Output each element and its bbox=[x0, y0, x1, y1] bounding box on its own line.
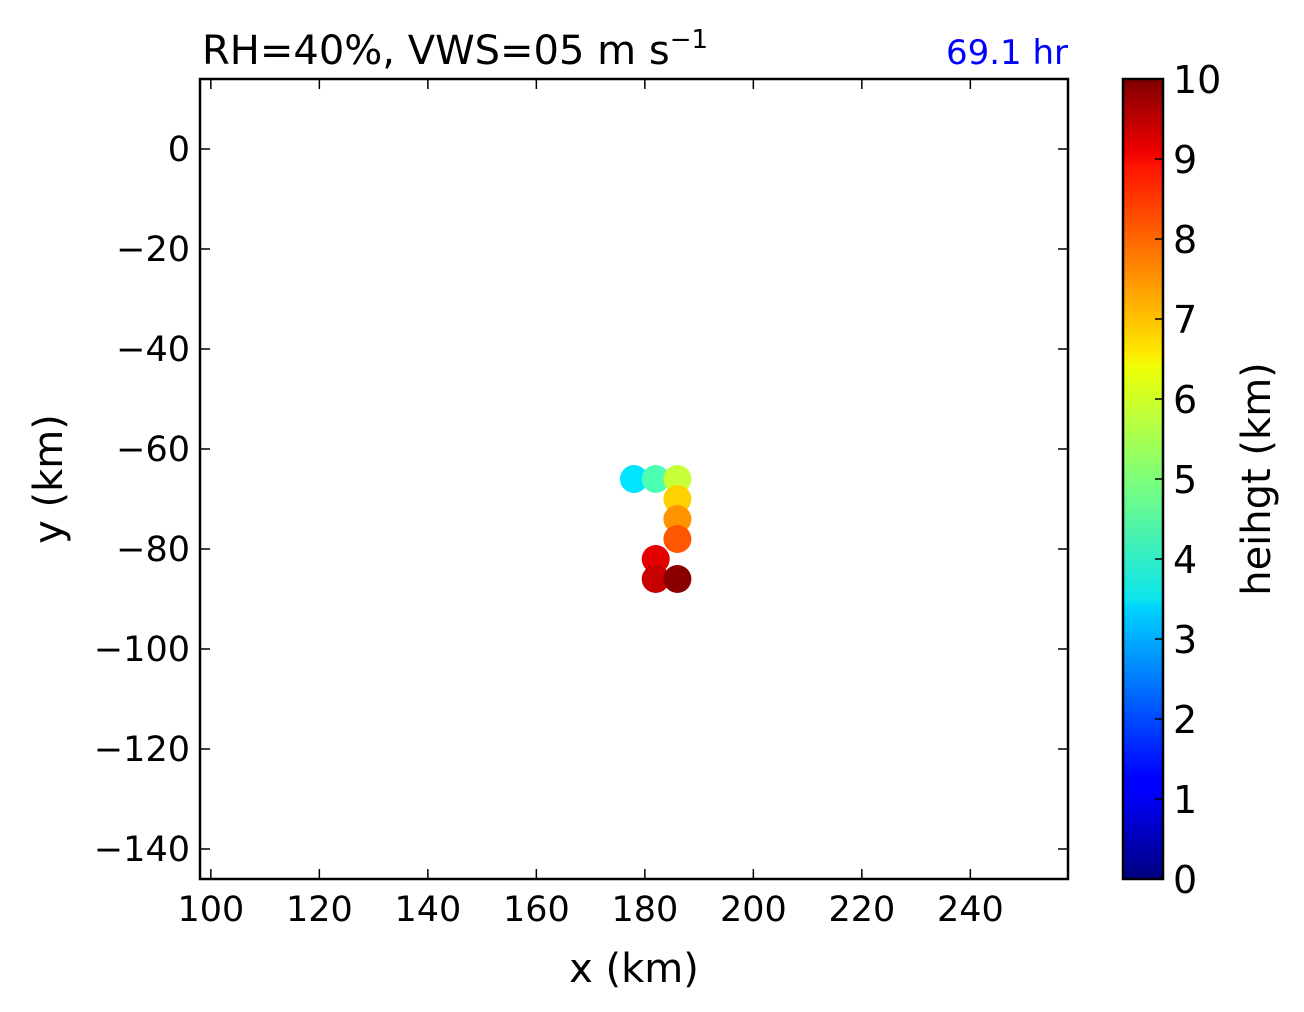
axis-ticks: 100 120 140 160 180 200 220 240 0 −20 −40 −60 −80 −10… bbox=[94, 79, 1068, 930]
colorbar-tick-label: 0 bbox=[1173, 858, 1197, 902]
scatter-point bbox=[641, 465, 670, 493]
chart-title: RH=40%, VWS=05 m s−1 bbox=[202, 25, 708, 74]
chart-title-main: RH=40%, VWS=05 m s bbox=[202, 28, 670, 74]
colorbar-ticks: 0 1 2 3 4 5 6 7 8 9 10 bbox=[1155, 58, 1221, 902]
y-tick-label: −80 bbox=[116, 530, 190, 570]
time-label: 69.1 hr bbox=[946, 33, 1068, 73]
scatter-points bbox=[620, 465, 692, 593]
colorbar: 0 1 2 3 4 5 6 7 8 9 10 heihgt (km) bbox=[1121, 58, 1280, 902]
x-tick-label: 200 bbox=[720, 890, 787, 930]
scatter-point bbox=[620, 465, 648, 493]
x-tick-label: 100 bbox=[177, 890, 244, 930]
x-axis-label: x (km) bbox=[569, 946, 699, 992]
scatter-point bbox=[641, 545, 670, 573]
y-tick-label: −120 bbox=[94, 730, 190, 770]
colorbar-tick-label: 10 bbox=[1173, 58, 1221, 102]
x-tick-label: 220 bbox=[828, 890, 895, 930]
scatter-point bbox=[663, 505, 692, 533]
colorbar-tick-label: 9 bbox=[1173, 138, 1197, 182]
y-tick-label: −20 bbox=[116, 230, 190, 270]
chart-title-exponent: −1 bbox=[670, 25, 708, 55]
colorbar-tick-label: 1 bbox=[1173, 778, 1197, 822]
y-tick-label: 0 bbox=[168, 130, 190, 170]
colorbar-tick-label: 7 bbox=[1173, 298, 1197, 342]
y-tick-label: −60 bbox=[116, 430, 190, 470]
plot-area: 100 120 140 160 180 200 220 240 0 −20 −40 −60 −80 −10… bbox=[94, 77, 1070, 930]
x-tick-label: 120 bbox=[286, 890, 353, 930]
y-tick-label: −140 bbox=[94, 830, 190, 870]
x-tick-label: 160 bbox=[503, 890, 570, 930]
scatter-point bbox=[663, 485, 692, 513]
colorbar-tick-label: 2 bbox=[1173, 698, 1197, 742]
y-axis-label: y (km) bbox=[26, 414, 72, 544]
scatter-point bbox=[663, 465, 692, 493]
scatter-point bbox=[663, 565, 692, 593]
colorbar-tick-label: 5 bbox=[1173, 458, 1197, 502]
scatter-point bbox=[663, 525, 692, 553]
x-tick-label: 240 bbox=[937, 890, 1004, 930]
y-tick-label: −40 bbox=[116, 330, 190, 370]
colorbar-tick-label: 6 bbox=[1173, 378, 1197, 422]
scatter-point bbox=[641, 565, 670, 593]
x-tick-label: 180 bbox=[611, 890, 678, 930]
colorbar-tick-label: 3 bbox=[1173, 618, 1197, 662]
colorbar-label: heihgt (km) bbox=[1234, 362, 1280, 596]
x-tick-label: 140 bbox=[394, 890, 461, 930]
colorbar-tick-label: 4 bbox=[1173, 538, 1197, 582]
colorbar-tick-label: 8 bbox=[1173, 218, 1197, 262]
y-tick-label: −100 bbox=[94, 630, 190, 670]
